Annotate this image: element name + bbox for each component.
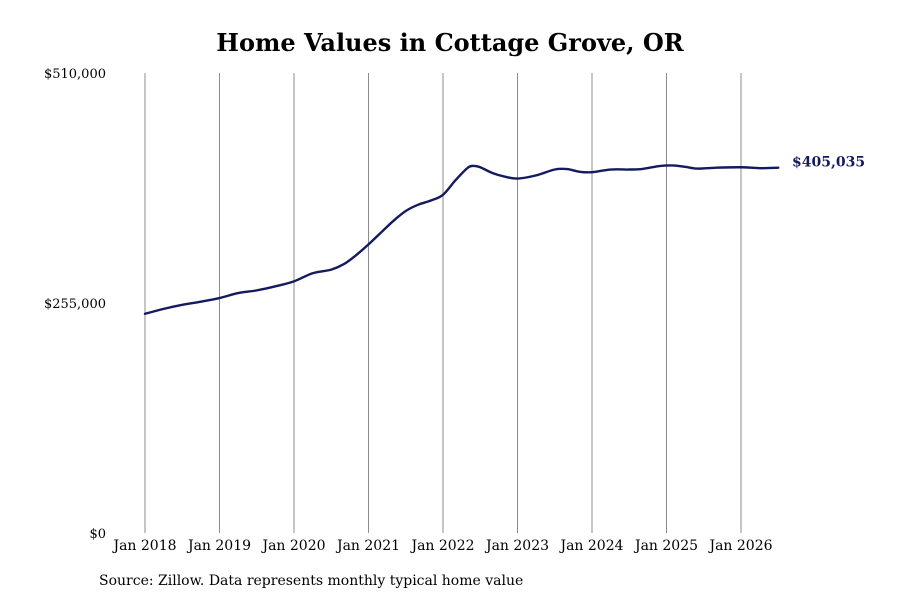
x-tick-label: Jan 2025 xyxy=(633,538,698,554)
x-tick-label: Jan 2022 xyxy=(409,538,474,554)
x-tick-label: Jan 2023 xyxy=(484,538,549,554)
y-tick-label: $0 xyxy=(89,527,106,542)
x-tick-label: Jan 2024 xyxy=(558,538,623,554)
home-value-line xyxy=(143,164,780,316)
y-tick-label: $510,000 xyxy=(44,67,106,82)
x-tick-label: Jan 2019 xyxy=(186,538,251,554)
gridlines xyxy=(144,73,742,533)
source-note: Source: Zillow. Data represents monthly … xyxy=(99,573,524,589)
y-tick-label: $255,000 xyxy=(44,297,106,312)
chart-title: Home Values in Cottage Grove, OR xyxy=(216,28,684,57)
axis-labels: Jan 2018 Jan 2019 Jan 2020 Jan 2021 Jan 2022… xyxy=(44,67,773,554)
x-tick-label: Jan 2020 xyxy=(260,538,325,554)
x-tick-label: Jan 2026 xyxy=(707,538,772,554)
x-tick-label: Jan 2018 xyxy=(111,538,176,554)
series-layer: $405,035 xyxy=(143,155,865,316)
x-tick-label: Jan 2021 xyxy=(335,538,400,554)
latest-value-label: $405,035 xyxy=(792,155,865,171)
